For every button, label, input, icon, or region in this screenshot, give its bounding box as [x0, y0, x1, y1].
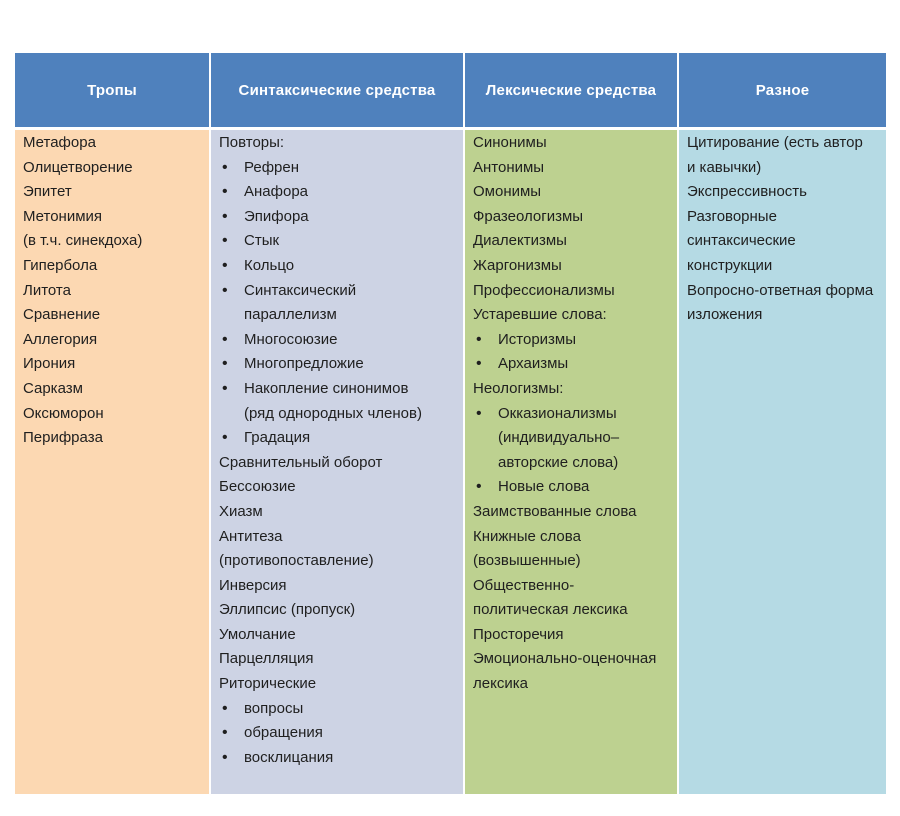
bullet-list-item: восклицания [219, 746, 458, 771]
column-header-tropes: Тропы [15, 53, 209, 127]
text-line: синтаксические [687, 232, 796, 250]
text-line: Сравнение [23, 306, 101, 324]
text-line: Бессоюзие [219, 478, 296, 496]
text-line: Профессионализмы [473, 281, 615, 299]
text-line: Книжные слова [473, 527, 581, 545]
bullet-list-item: Историзмы [473, 328, 672, 353]
text-line: Олицетворение [23, 158, 133, 176]
text-line: Риторические [219, 675, 317, 693]
column-body-tropes: Метафора Олицетворение Эпитет Метонимия (в т… [15, 130, 209, 794]
text-line: Антитеза [219, 527, 283, 545]
text-line: Устаревшие слова: [473, 306, 607, 324]
text-line: Парцелляция [219, 650, 314, 668]
bullet-list-item: Стык [219, 229, 458, 254]
text-line: Общественно- [473, 576, 575, 594]
text-line: Оксюморон [23, 404, 104, 422]
bullet-list-item: Накопление синонимов [219, 377, 458, 402]
bullet-list-item: вопросы [219, 697, 458, 722]
bullet-list-item: Градация [219, 426, 458, 451]
column-body-misc: Цитирование (есть автор и кавычки) Экспрес… [679, 130, 886, 794]
text-line: Антонимы [473, 158, 545, 176]
text-line: параллелизм [244, 306, 337, 324]
text-line: Хиазм [219, 502, 263, 520]
column-header-label: Лексические средства [485, 81, 657, 99]
text-line: Эллипсис (пропуск) [219, 601, 356, 619]
text-line: Перифраза [23, 429, 103, 447]
text-line: (ряд однородных членов) [244, 404, 422, 422]
text-line: Сравнительный оборот [219, 453, 383, 471]
text-line: (возвышенные) [473, 552, 581, 570]
text-line: Аллегория [23, 330, 98, 348]
column-header-label: Синтаксические средства [238, 81, 436, 99]
column-header-label: Тропы [87, 81, 137, 99]
text-line: Метонимия [23, 207, 103, 225]
text-line: Ирония [23, 355, 76, 373]
text-line: Эмоционально-оценочная [473, 650, 657, 668]
column-header-syntactic-means: Синтаксические средства [211, 53, 463, 127]
text-line: Повторы: [219, 134, 285, 151]
text-line: и кавычки) [687, 158, 762, 176]
column-header-label: Разное [755, 81, 810, 99]
column-header-misc: Разное [679, 53, 886, 127]
text-line: Цитирование (есть автор [687, 134, 863, 151]
text-line: изложения [687, 306, 763, 324]
text-line: Жаргонизмы [473, 256, 562, 274]
bullet-list-item: Окказионализмы [473, 402, 672, 427]
text-line: (в т.ч. синекдоха) [23, 232, 143, 250]
text-line: конструкции [687, 256, 773, 274]
column-header-lexical-means: Лексические средства [465, 53, 677, 127]
text-line: Омонимы [473, 183, 542, 201]
text-line: (индивидуально– [498, 429, 620, 447]
text-line: (противопоставление) [219, 552, 374, 570]
column-body-syntactic-means: Повторы: РефренАнафораЭпифораСтыкКольцоСи… [211, 130, 463, 794]
text-line: Экспрессивность [687, 183, 807, 201]
text-line: Эпитет [23, 183, 72, 201]
text-line: Инверсия [219, 576, 287, 594]
text-line: Разговорные [687, 207, 777, 225]
text-line: Сарказм [23, 379, 83, 397]
bullet-list-item: Архаизмы [473, 352, 672, 377]
bullet-list-item: Синтаксический [219, 279, 458, 304]
bullet-list-item: Новые слова [473, 475, 672, 500]
text-line: Диалектизмы [473, 232, 567, 250]
bullet-list-item: Многосоюзие [219, 328, 458, 353]
bullet-list-item: Многопредложие [219, 352, 458, 377]
text-line: Метафора [23, 134, 96, 151]
text-line: Вопросно-ответная форма [687, 281, 874, 299]
bullet-list-item: Кольцо [219, 254, 458, 279]
text-line: политическая лексика [473, 601, 628, 619]
bullet-list-item: Анафора [219, 180, 458, 205]
text-line: Литота [23, 281, 71, 299]
text-line: Синонимы [473, 134, 547, 151]
text-line: лексика [473, 675, 528, 693]
bullet-list-item: Эпифора [219, 205, 458, 230]
bullet-list-item: обращения [219, 721, 458, 746]
text-line: Заимствованные слова [473, 502, 637, 520]
text-line: Фразеологизмы [473, 207, 584, 225]
text-line: авторские слова) [498, 453, 619, 471]
literary-devices-table: Тропы Синтаксические средства Лексически… [15, 53, 886, 794]
column-body-lexical-means: Синонимы Антонимы Омонимы Фразеологизмы Диал… [465, 130, 677, 794]
bullet-list-item: Рефрен [219, 156, 458, 181]
text-line: Просторечия [473, 625, 564, 643]
text-line: Гипербола [23, 256, 98, 274]
text-line: Неологизмы: [473, 379, 564, 397]
text-line: Умолчание [219, 625, 296, 643]
